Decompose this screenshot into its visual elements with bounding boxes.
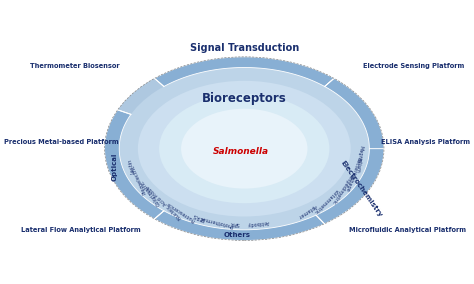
Ellipse shape: [105, 57, 384, 241]
Text: Magnetism: Magnetism: [355, 145, 363, 173]
Text: ELISA Analysis Platform: ELISA Analysis Platform: [381, 139, 470, 145]
Text: Impedimetric: Impedimetric: [330, 174, 353, 205]
Text: Fluorescence: Fluorescence: [166, 200, 197, 222]
Text: Thermometer Biosensor: Thermometer Biosensor: [30, 62, 119, 68]
Ellipse shape: [159, 94, 329, 203]
Text: Lateral Flow Analytical Platform: Lateral Flow Analytical Platform: [21, 227, 141, 233]
Polygon shape: [316, 149, 384, 224]
Text: Electrode Sensing Platform: Electrode Sensing Platform: [363, 62, 465, 68]
Polygon shape: [155, 211, 324, 241]
Ellipse shape: [119, 68, 369, 230]
Text: Others: Others: [224, 232, 251, 238]
Text: Colorimetric: Colorimetric: [139, 178, 162, 206]
Text: Bioreceptors: Bioreceptors: [202, 92, 287, 105]
Text: Aptamer: Aptamer: [297, 203, 318, 219]
Text: Piezoelectric: Piezoelectric: [130, 163, 147, 195]
Text: Electrochemistry: Electrochemistry: [339, 160, 383, 219]
Text: Voltammetric: Voltammetric: [312, 188, 340, 215]
Text: SPR: SPR: [229, 220, 239, 226]
Ellipse shape: [138, 81, 351, 216]
Ellipse shape: [181, 109, 308, 189]
Polygon shape: [105, 110, 164, 219]
Text: SERS: SERS: [192, 212, 206, 222]
Polygon shape: [325, 78, 384, 149]
Text: Antibody: Antibody: [247, 219, 270, 226]
Polygon shape: [155, 57, 334, 87]
Text: Lectin: Lectin: [128, 157, 136, 174]
Text: Nucleic Acid Probe: Nucleic Acid Probe: [146, 184, 182, 220]
Text: Microfluidic Analytical Platform: Microfluidic Analytical Platform: [349, 227, 466, 233]
Text: Signal Transduction: Signal Transduction: [190, 43, 299, 53]
Text: Bacteriophage: Bacteriophage: [345, 156, 362, 192]
Text: Salmonella: Salmonella: [213, 147, 269, 156]
Text: Photothermal: Photothermal: [199, 214, 233, 227]
Text: Precious Metal-based Platform: Precious Metal-based Platform: [4, 139, 118, 145]
Text: Optical: Optical: [112, 153, 118, 181]
